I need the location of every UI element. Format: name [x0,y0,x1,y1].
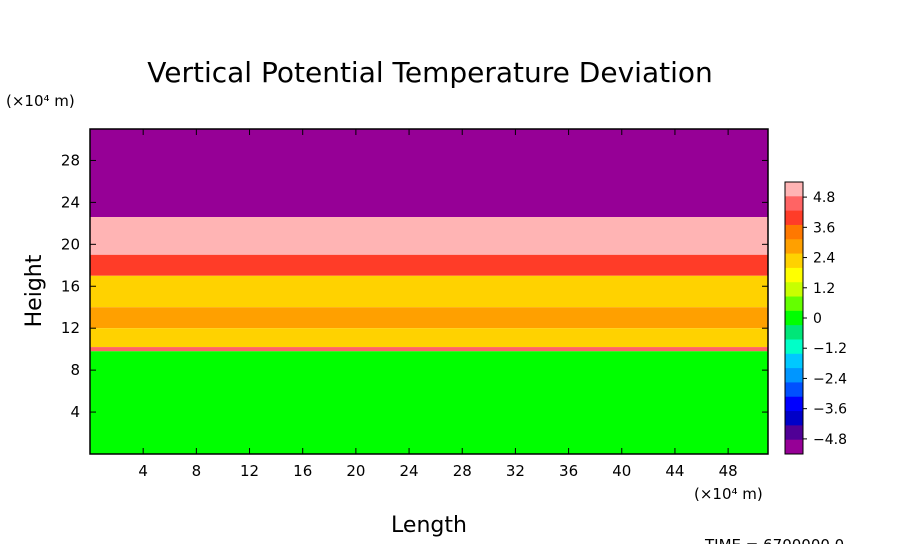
colorbar-label: 3.6 [813,220,835,236]
colorbar-labels: 4.8 3.6 2.4 1.2 0 −1.2 −2.4 −3.6 −4.8 [803,190,847,448]
colorbar-swatch [785,196,803,212]
y-tick-label: 16 [61,277,80,295]
layer-0 [90,129,768,218]
x-tick-label: 20 [346,462,365,480]
colorbar-label: 0 [813,311,822,327]
colorbar-swatch [785,325,803,340]
layer-2 [90,254,768,276]
layer-6 [90,347,768,352]
colorbar-swatch [785,439,803,455]
time-footer: TIME = 6700000.0 [704,536,844,544]
colorbar-swatch [785,296,803,312]
colorbar-swatch [785,267,803,283]
y-axis-label: Height [22,254,47,327]
colorbar [784,181,804,455]
layer-1 [90,217,768,255]
colorbar-label: 2.4 [813,251,835,267]
x-axis-label: Length [391,513,467,538]
colorbar-swatch [785,411,803,426]
colorbar-swatch [785,182,803,197]
colorbar-swatch [785,239,803,255]
x-tick-label: 40 [612,462,631,480]
plot-area [90,129,768,454]
y-tick-label: 28 [61,151,80,169]
y-tick-label: 8 [70,361,80,379]
x-tick-label: 28 [453,462,472,480]
y-axis: 4 8 12 16 20 24 28 [61,151,768,421]
x-tick-label: 44 [665,462,684,480]
x-tick-label: 24 [400,462,419,480]
x-tick-label: 4 [138,462,148,480]
colorbar-label: −2.4 [813,371,847,387]
colorbar-swatch [785,310,803,326]
y-tick-label: 20 [61,235,80,253]
x-unit-label: (×10⁴ m) [694,485,763,503]
layer-7 [90,351,768,454]
colorbar-swatch [785,253,803,269]
layer-3 [90,275,768,308]
x-tick-label: 12 [240,462,259,480]
x-tick-label: 32 [506,462,525,480]
layer-5 [90,328,768,348]
y-tick-label: 4 [70,403,80,421]
chart-title: Vertical Potential Temperature Deviation [147,56,712,89]
colorbar-label: 4.8 [813,190,835,206]
colorbar-swatch [785,353,803,369]
layer-4 [90,307,768,329]
x-tick-label: 8 [192,462,202,480]
colorbar-label: −1.2 [813,341,847,357]
y-tick-label: 12 [61,319,80,337]
colorbar-swatch [785,425,803,441]
colorbar-label: −3.6 [813,402,847,418]
colorbar-label: −4.8 [813,432,847,448]
colorbar-swatch [785,396,803,412]
colorbar-swatch [785,224,803,240]
colorbar-swatch [785,339,803,355]
x-axis: 4 8 12 16 20 24 28 32 36 40 44 48 [138,129,738,480]
colorbar-label: 1.2 [813,281,835,297]
colorbar-swatch [785,368,803,383]
plot-frame [89,128,769,455]
colorbar-swatch [785,210,803,226]
colorbar-swatch [785,382,803,398]
x-tick-label: 48 [719,462,738,480]
y-tick-label: 24 [61,193,80,211]
colorbar-swatch [785,282,803,298]
x-tick-label: 36 [559,462,578,480]
y-unit-label: (×10⁴ m) [6,92,75,110]
x-tick-label: 16 [293,462,312,480]
